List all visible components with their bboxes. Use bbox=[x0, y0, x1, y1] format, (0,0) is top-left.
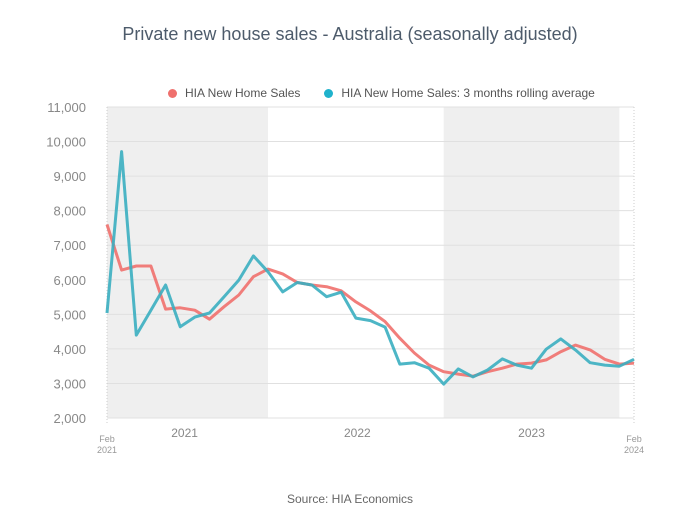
data-point bbox=[589, 361, 592, 364]
x-tick-sublabel: 2024 bbox=[624, 445, 644, 455]
data-point bbox=[310, 283, 313, 286]
data-point bbox=[574, 344, 577, 347]
x-tick-label: Feb bbox=[626, 434, 642, 444]
y-tick-label: 2,000 bbox=[53, 411, 86, 426]
y-tick-label: 8,000 bbox=[53, 204, 86, 219]
data-point bbox=[574, 348, 577, 351]
data-point bbox=[281, 272, 284, 275]
data-point bbox=[398, 337, 401, 340]
legend-label: HIA New Home Sales: 3 months rolling ave… bbox=[341, 86, 595, 100]
data-point bbox=[106, 311, 109, 314]
data-point bbox=[340, 291, 343, 294]
legend: HIA New Home Sales HIA New Home Sales: 3… bbox=[168, 86, 595, 100]
legend-dot-icon bbox=[324, 88, 334, 98]
data-point bbox=[296, 281, 299, 284]
series-line-0 bbox=[105, 224, 635, 378]
y-tick-label: 7,000 bbox=[53, 238, 86, 253]
legend-label: HIA New Home Sales bbox=[185, 86, 301, 100]
data-point bbox=[413, 361, 416, 364]
data-point bbox=[179, 306, 182, 309]
y-tick-label: 9,000 bbox=[53, 169, 86, 184]
data-point bbox=[384, 320, 387, 323]
data-point bbox=[208, 311, 211, 314]
series-line-1 bbox=[105, 150, 635, 386]
data-point bbox=[457, 373, 460, 376]
y-tick-label: 11,000 bbox=[47, 100, 86, 115]
data-point bbox=[545, 348, 548, 351]
y-tick-label: 6,000 bbox=[53, 273, 86, 288]
data-point bbox=[398, 363, 401, 366]
data-point bbox=[530, 362, 533, 365]
data-point bbox=[237, 279, 240, 282]
data-point bbox=[252, 254, 255, 257]
data-point bbox=[442, 383, 445, 386]
data-point bbox=[471, 375, 474, 378]
legend-dot-icon bbox=[168, 88, 177, 98]
legend-item-rolling-average[interactable]: HIA New Home Sales: 3 months rolling ave… bbox=[324, 86, 595, 100]
data-point bbox=[237, 293, 240, 296]
data-point bbox=[618, 365, 621, 368]
data-point bbox=[223, 295, 226, 298]
data-point bbox=[545, 358, 548, 361]
data-point bbox=[384, 326, 387, 329]
data-point bbox=[633, 362, 636, 365]
x-tick-label: 2022 bbox=[344, 426, 371, 440]
x-tick-label: 2021 bbox=[171, 426, 198, 440]
data-point bbox=[325, 285, 328, 288]
data-point bbox=[223, 305, 226, 308]
data-point bbox=[252, 275, 255, 278]
x-tick-label: Feb bbox=[99, 434, 115, 444]
data-point bbox=[457, 367, 460, 370]
data-point bbox=[164, 308, 167, 311]
data-point bbox=[486, 368, 489, 371]
x-tick-sublabel: 2021 bbox=[97, 445, 117, 455]
data-point bbox=[106, 223, 109, 226]
data-point bbox=[135, 264, 138, 267]
data-point bbox=[515, 364, 518, 367]
data-point bbox=[442, 370, 445, 373]
data-point bbox=[354, 317, 357, 320]
data-point bbox=[369, 319, 372, 322]
y-tick-label: 5,000 bbox=[53, 307, 86, 322]
data-point bbox=[354, 300, 357, 303]
data-point bbox=[267, 270, 270, 273]
data-point bbox=[149, 309, 152, 312]
data-point bbox=[603, 364, 606, 367]
data-point bbox=[413, 352, 416, 355]
data-point bbox=[325, 295, 328, 298]
y-tick-label: 4,000 bbox=[53, 342, 86, 357]
source-note: Source: HIA Economics bbox=[286, 492, 414, 506]
data-point bbox=[501, 367, 504, 370]
shaded-band bbox=[443, 107, 620, 418]
data-point bbox=[164, 283, 167, 286]
data-point bbox=[179, 325, 182, 328]
shaded-band bbox=[107, 107, 269, 418]
data-point bbox=[603, 358, 606, 361]
data-point bbox=[530, 367, 533, 370]
data-point bbox=[369, 309, 372, 312]
data-point bbox=[501, 357, 504, 360]
chart-title: Private new house sales - Australia (sea… bbox=[122, 24, 578, 44]
data-point bbox=[193, 309, 196, 312]
data-point bbox=[589, 348, 592, 351]
data-point bbox=[559, 337, 562, 340]
data-point bbox=[559, 350, 562, 353]
data-point bbox=[135, 334, 138, 337]
x-tick-label: 2023 bbox=[518, 426, 545, 440]
y-tick-label: 3,000 bbox=[53, 376, 86, 391]
data-point bbox=[120, 150, 123, 153]
data-point bbox=[428, 364, 431, 367]
data-point bbox=[208, 318, 211, 321]
data-point bbox=[428, 367, 431, 370]
data-point bbox=[281, 290, 284, 293]
data-point bbox=[120, 269, 123, 272]
data-point bbox=[633, 358, 636, 361]
data-point bbox=[193, 316, 196, 319]
data-point bbox=[149, 264, 152, 267]
y-tick-label: 10,000 bbox=[46, 135, 86, 150]
legend-item-sales[interactable]: HIA New Home Sales bbox=[168, 86, 300, 100]
